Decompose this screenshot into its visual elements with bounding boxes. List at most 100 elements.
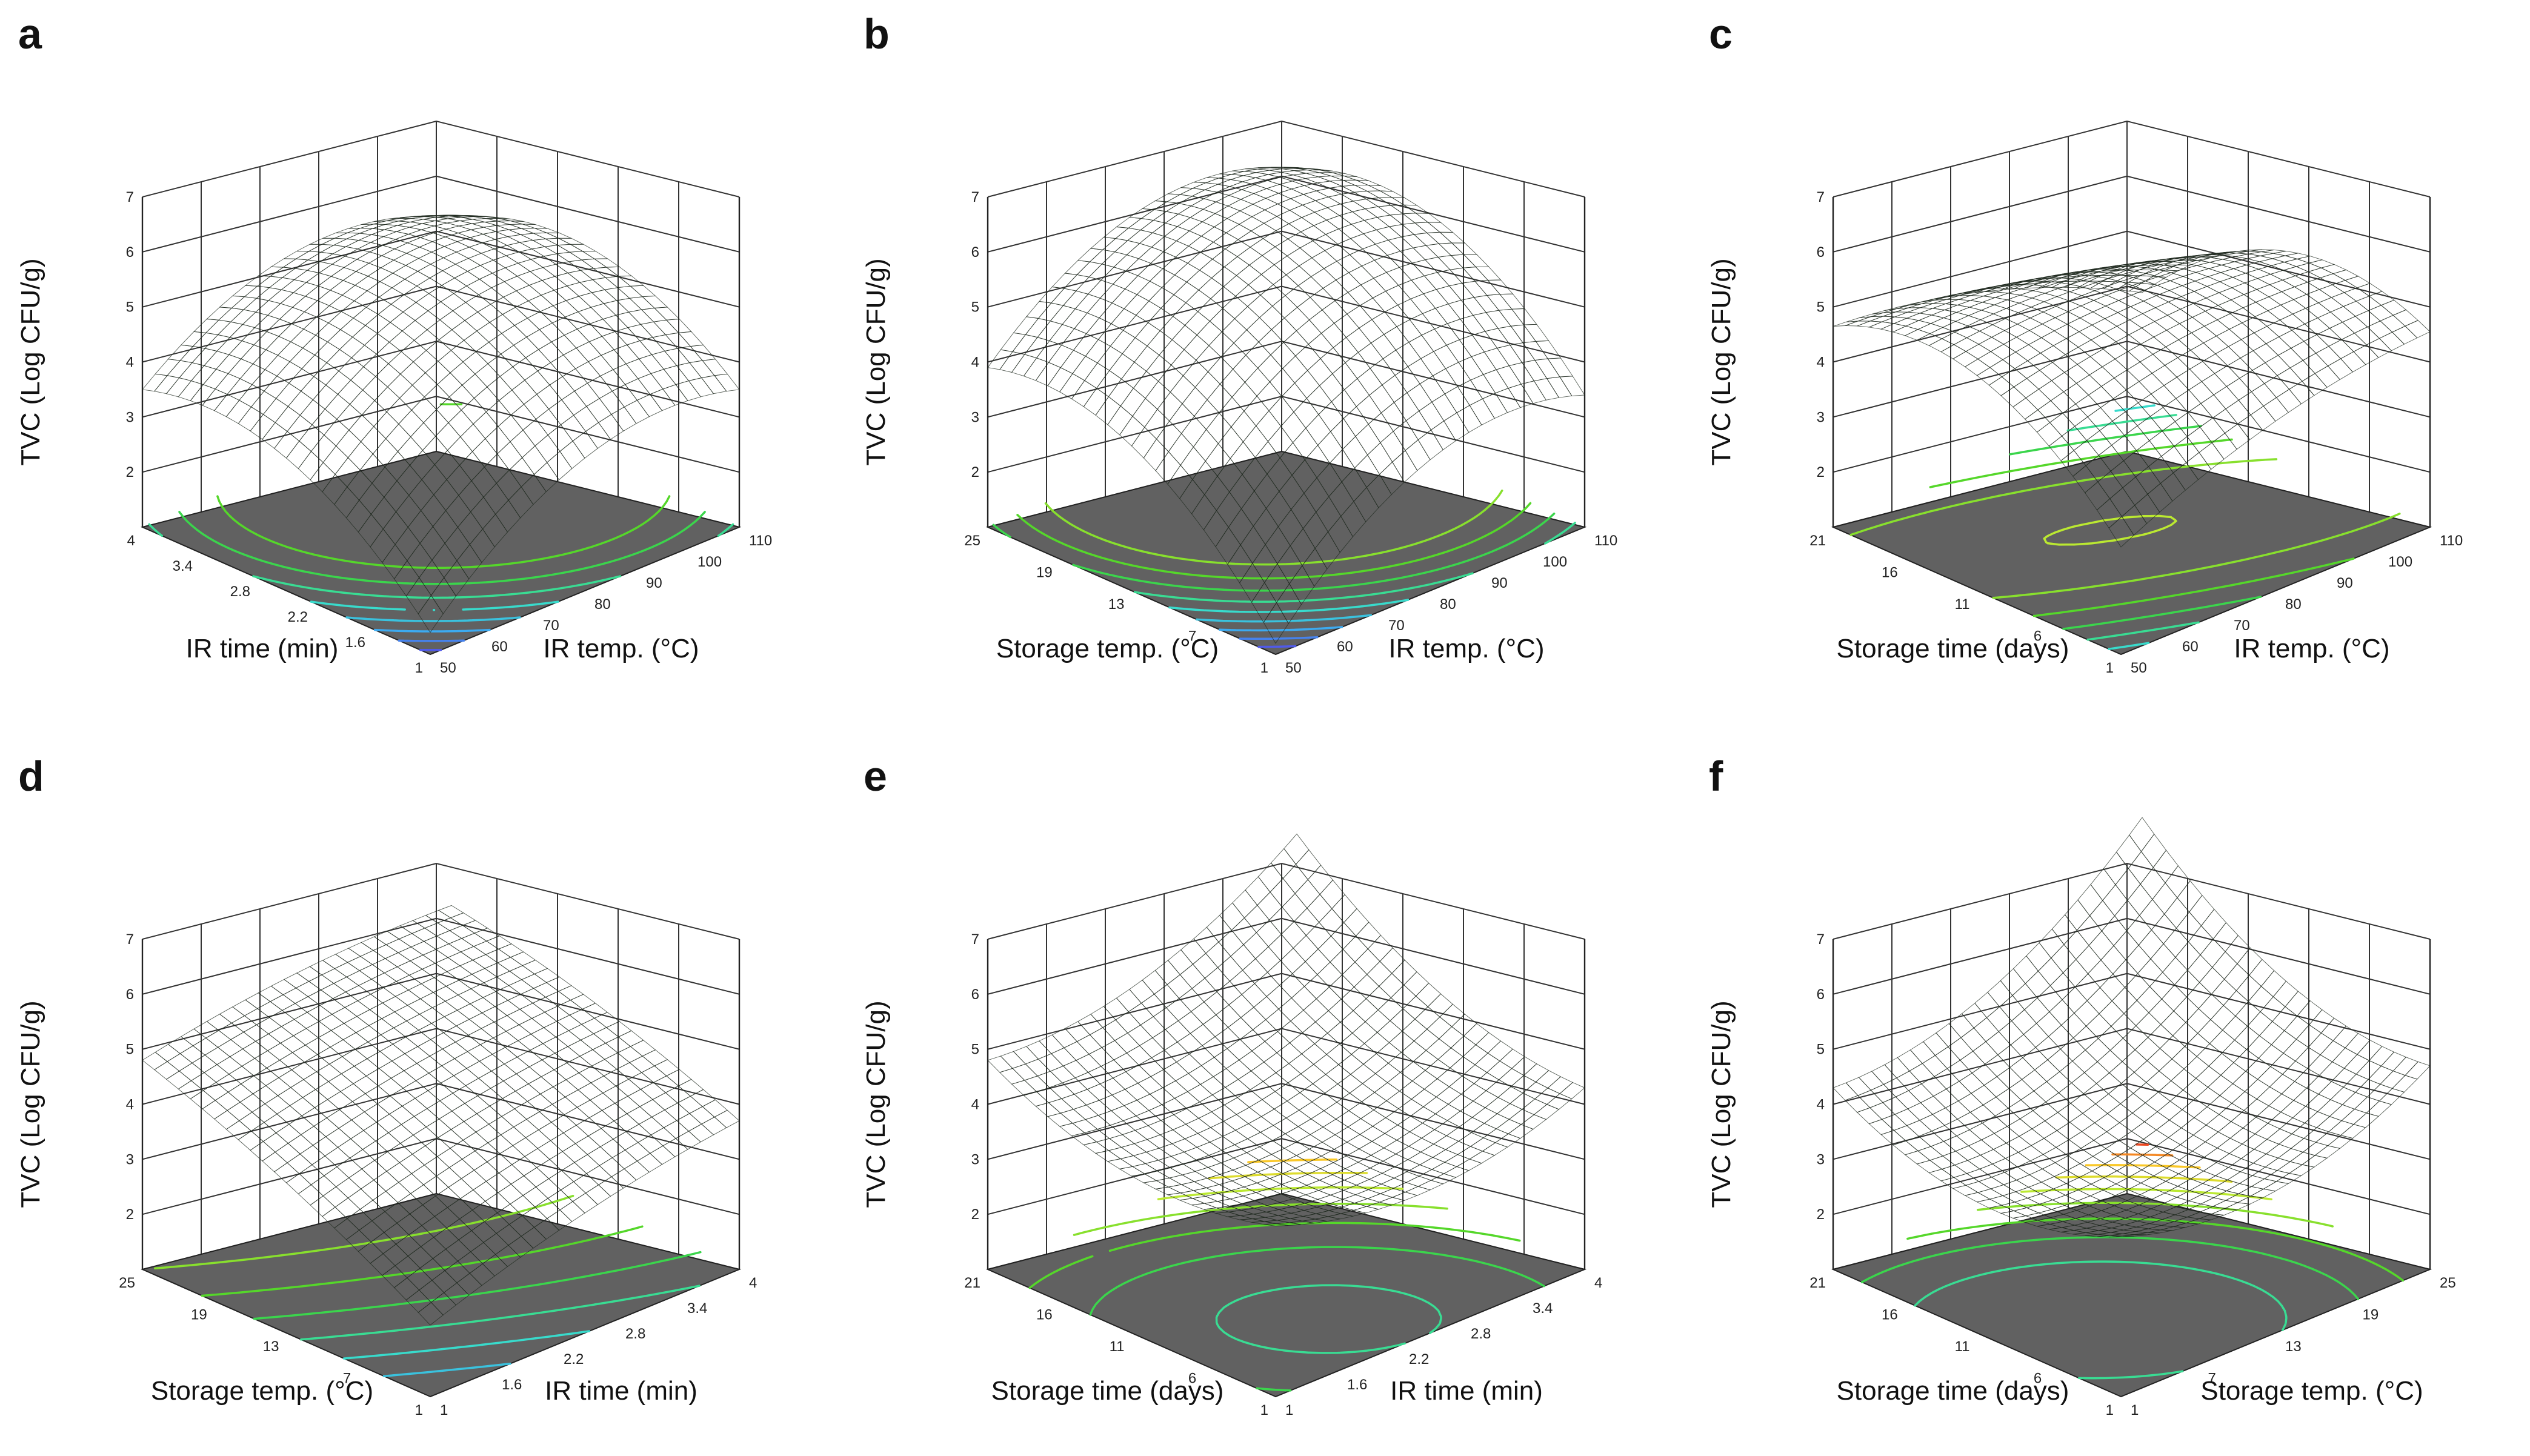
surface-cell bbox=[2082, 1103, 2108, 1123]
surface-cell bbox=[689, 1106, 715, 1125]
surface-cell bbox=[677, 1095, 703, 1114]
surface-cell bbox=[1217, 426, 1244, 459]
y-tick-label: 4 bbox=[1594, 1275, 1602, 1291]
surface-cell bbox=[2155, 301, 2182, 316]
surface-cell bbox=[1109, 353, 1135, 380]
surface-cell bbox=[2308, 1032, 2334, 1055]
surface-cell bbox=[676, 1113, 702, 1132]
surface-cell bbox=[1168, 433, 1194, 466]
surface-cell bbox=[514, 1083, 541, 1102]
surface-cell bbox=[2029, 1168, 2055, 1183]
panel-e-surface bbox=[987, 833, 1585, 1226]
contour-line bbox=[2009, 425, 2262, 630]
surface-cell bbox=[2103, 325, 2129, 342]
surface-cell bbox=[599, 1157, 625, 1177]
surface-cell bbox=[2254, 325, 2280, 344]
surface-cell bbox=[350, 1130, 376, 1150]
surface-cell bbox=[2141, 321, 2168, 337]
y-tick-label: 2.2 bbox=[1409, 1351, 1429, 1368]
surface-cell bbox=[401, 340, 427, 362]
surface-cell bbox=[1959, 1051, 1986, 1074]
surface-cell bbox=[1257, 862, 1283, 893]
surface-cell bbox=[1196, 1142, 1223, 1156]
surface-cell bbox=[1297, 276, 1324, 298]
surface-cell bbox=[526, 329, 552, 350]
x-tick-label: 25 bbox=[964, 533, 980, 549]
surface-cell bbox=[503, 1073, 529, 1092]
surface-cell bbox=[523, 394, 550, 420]
surface-cell bbox=[1257, 354, 1283, 382]
surface-cell bbox=[218, 307, 245, 322]
surface-cell bbox=[2189, 1171, 2217, 1184]
x-tick-label: 16 bbox=[1036, 1307, 1053, 1323]
surface-cell bbox=[2042, 317, 2068, 331]
surface-cell bbox=[1102, 238, 1128, 253]
surface-cell bbox=[1378, 972, 1405, 999]
surface-cell bbox=[1167, 974, 1193, 999]
surface-cell bbox=[1188, 221, 1215, 237]
surface-cell bbox=[459, 960, 485, 975]
surface-cell bbox=[1994, 1126, 2020, 1144]
surface-cell bbox=[2123, 1000, 2149, 1026]
surface-cell bbox=[559, 440, 585, 470]
surface-cell bbox=[2159, 1035, 2186, 1060]
surface-cell bbox=[307, 1005, 333, 1022]
surface-cell bbox=[343, 1016, 370, 1033]
surface-cell bbox=[1251, 1041, 1277, 1063]
surface-cell bbox=[1077, 248, 1104, 262]
z-tick-label: 6 bbox=[1817, 244, 1825, 261]
surface-cell bbox=[451, 1103, 478, 1122]
surface-cell bbox=[1368, 1172, 1395, 1185]
surface-cell bbox=[268, 1026, 295, 1044]
surface-cell bbox=[335, 1177, 362, 1198]
surface-cell bbox=[2192, 298, 2219, 312]
surface-cell bbox=[347, 1188, 374, 1210]
surface-cell bbox=[1325, 228, 1351, 245]
surface-cell bbox=[1522, 1082, 1549, 1100]
surface-cell bbox=[1451, 242, 1478, 255]
z-tick-label: 4 bbox=[1817, 354, 1825, 371]
surface-cell bbox=[366, 281, 393, 298]
surface-cell bbox=[2092, 305, 2119, 319]
surface-cell bbox=[1145, 381, 1171, 410]
surface-cell bbox=[1182, 359, 1209, 388]
surface-cell bbox=[2015, 344, 2042, 361]
surface-cell bbox=[2329, 322, 2355, 340]
surface-cell bbox=[1300, 1064, 1327, 1085]
surface-cell bbox=[2044, 1112, 2071, 1131]
surface-cell bbox=[328, 294, 355, 312]
surface-cell bbox=[1413, 232, 1440, 246]
surface-cell bbox=[305, 1037, 331, 1055]
surface-cell bbox=[2017, 317, 2043, 331]
surface-cell bbox=[1099, 284, 1126, 304]
surface-cell bbox=[1953, 337, 1980, 352]
contour-line bbox=[373, 628, 491, 633]
surface-cell bbox=[402, 1098, 428, 1117]
surface-cell bbox=[227, 1083, 254, 1103]
surface-cell bbox=[1343, 908, 1370, 937]
surface-cell bbox=[409, 954, 436, 970]
surface-cell bbox=[2106, 281, 2134, 291]
surface-cell bbox=[1188, 1065, 1214, 1085]
surface-cell bbox=[1280, 921, 1307, 949]
surface-cell bbox=[611, 407, 637, 431]
x-tick-label: 13 bbox=[263, 1338, 279, 1355]
surface-cell bbox=[2167, 308, 2193, 324]
surface-cell bbox=[714, 373, 740, 392]
surface-cell bbox=[438, 1111, 465, 1130]
surface-cell bbox=[1272, 295, 1298, 319]
surface-cell bbox=[567, 1039, 593, 1057]
surface-cell bbox=[2031, 1120, 2058, 1139]
surface-cell bbox=[2242, 1117, 2269, 1135]
surface-cell bbox=[2153, 1168, 2180, 1182]
surface-cell bbox=[419, 1007, 445, 1024]
surface-cell bbox=[413, 350, 439, 373]
surface-cell bbox=[1011, 354, 1037, 377]
surface-cell bbox=[1264, 203, 1291, 217]
surface-cell bbox=[190, 384, 216, 406]
surface-cell bbox=[1994, 1108, 2021, 1127]
surface-cell bbox=[2025, 388, 2051, 410]
surface-cell bbox=[1469, 1151, 1496, 1164]
surface-cell bbox=[1211, 266, 1237, 287]
